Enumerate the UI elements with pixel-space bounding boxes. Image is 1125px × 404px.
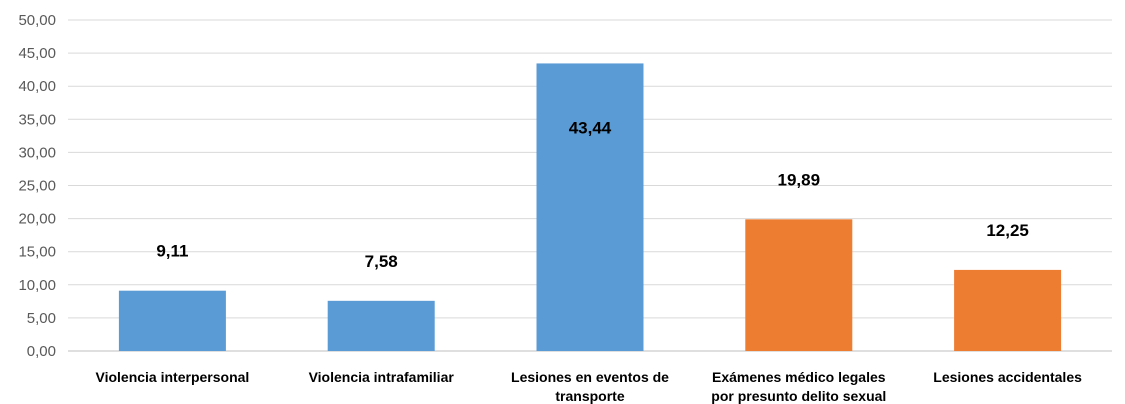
bar (118, 290, 226, 351)
data-label: 43,44 (569, 118, 612, 137)
y-tick-label: 20,00 (18, 211, 56, 228)
y-tick-label: 25,00 (18, 178, 56, 195)
y-tick-label: 5,00 (27, 310, 56, 327)
y-tick-label: 10,00 (18, 277, 56, 294)
bars (118, 63, 1062, 352)
y-tick-label: 45,00 (18, 45, 56, 62)
category-labels: Violencia interpersonal Violencia intrafa… (96, 369, 1083, 404)
category-label: Lesiones accidentales (933, 369, 1082, 385)
y-tick-label: 40,00 (18, 78, 56, 95)
category-label: Exámenes médico legales por presunto deli… (711, 369, 886, 404)
bar (954, 269, 1062, 351)
y-tick-label: 0,00 (27, 343, 56, 360)
data-label: 12,25 (986, 221, 1029, 240)
y-tick-label: 15,00 (18, 244, 56, 261)
y-tick-label: 30,00 (18, 144, 56, 161)
data-label: 7,58 (365, 252, 398, 271)
y-axis-tick-labels: 0,00 5,00 10,00 15,00 20,00 25,00 30,00 35,00 40… (18, 12, 56, 360)
bar (327, 300, 435, 351)
data-label: 9,11 (156, 242, 188, 261)
data-labels: 9,11 7,58 43,44 19,89 12,25 (156, 118, 1029, 270)
category-label: Lesiones en eventos de transporte (511, 369, 669, 404)
y-tick-label: 35,00 (18, 111, 56, 128)
y-tick-label: 50,00 (18, 12, 56, 29)
category-label: Violencia interpersonal (96, 369, 250, 385)
bar (536, 63, 644, 352)
data-label: 19,89 (778, 170, 821, 189)
bar (745, 219, 853, 351)
category-label: Violencia intrafamiliar (309, 369, 455, 385)
